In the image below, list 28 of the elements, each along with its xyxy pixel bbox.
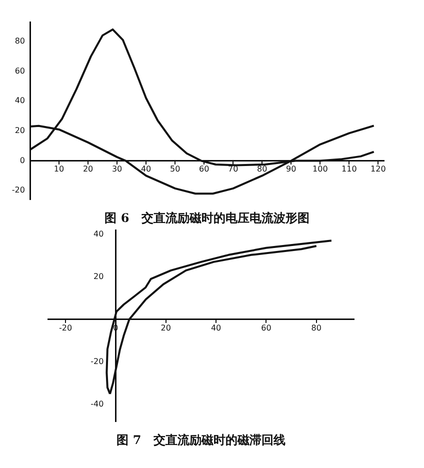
y-tick-label: 60 bbox=[14, 66, 25, 76]
x-tick-label: 80 bbox=[311, 323, 322, 332]
y-tick-label: 40 bbox=[94, 229, 104, 238]
y-tick-label: 80 bbox=[14, 36, 25, 46]
x-tick-label: 20 bbox=[82, 164, 94, 174]
x-tick-label: 60 bbox=[199, 164, 210, 174]
x-tick-label: 60 bbox=[261, 323, 272, 332]
x-tick-label: 80 bbox=[257, 164, 268, 174]
y-tick-label: 0 bbox=[20, 156, 25, 165]
x-tick-label: 10 bbox=[54, 164, 64, 174]
x-tick-label: 90 bbox=[286, 164, 296, 174]
x-tick-label: 100 bbox=[312, 164, 328, 174]
x-tick-label: 120 bbox=[370, 164, 386, 174]
x-tick-label: 40 bbox=[210, 323, 222, 332]
y-tick-label: 20 bbox=[14, 126, 25, 136]
y-tick-label: -40 bbox=[90, 400, 104, 409]
x-tick-label: 50 bbox=[170, 164, 180, 174]
text: 图 7 交直流励磁时的磁滞回线 bbox=[116, 432, 286, 447]
y-tick-label: -20 bbox=[90, 357, 104, 366]
y-tick-label: 40 bbox=[14, 96, 25, 106]
x-tick-label: -20 bbox=[59, 323, 72, 332]
x-tick-label: 110 bbox=[342, 164, 357, 174]
x-tick-label: 30 bbox=[112, 164, 122, 174]
y-tick-label: 20 bbox=[94, 272, 104, 281]
x-tick-label: 40 bbox=[140, 164, 152, 174]
y-tick-label: -20 bbox=[12, 186, 25, 195]
x-tick-label: 20 bbox=[160, 323, 171, 332]
text: 图 6 交直流励磁时的电压电流波形图 bbox=[104, 210, 310, 225]
